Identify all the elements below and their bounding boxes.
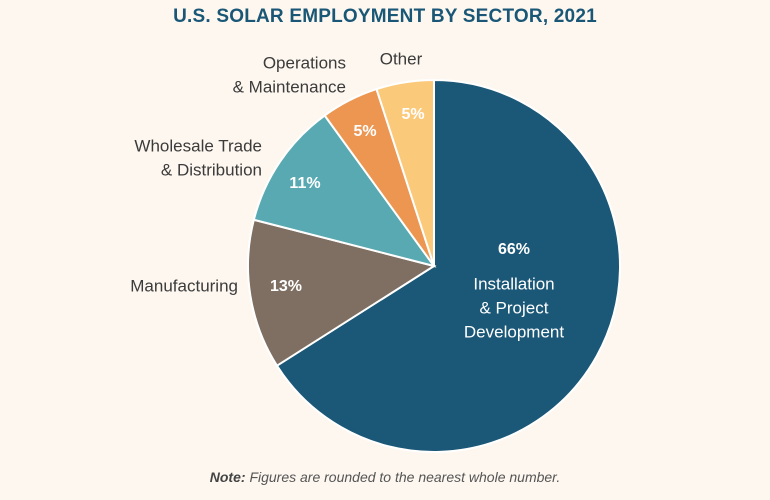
pie-slices <box>247 78 621 453</box>
category-label-installation-project-development-line-2: & Project <box>480 298 549 317</box>
chart-title: U.S. SOLAR EMPLOYMENT BY SECTOR, 2021 <box>173 6 597 27</box>
note-label: Note: <box>209 469 246 485</box>
pie-slice-installation-project-development <box>275 78 621 453</box>
category-label-wholesale-trade-distribution-line-2: & Distribution <box>161 160 262 179</box>
footnote: Note: Figures are rounded to the nearest… <box>0 469 770 485</box>
category-label-other-line-1: Other <box>380 49 423 68</box>
category-label-wholesale-trade-distribution-line-1: Wholesale Trade <box>134 136 262 155</box>
pie-slice-manufacturing <box>247 218 437 368</box>
pct-label-operations-maintenance: 5% <box>353 123 376 140</box>
category-label-installation-project-development-line-1: Installation <box>473 274 554 293</box>
category-label-operations-maintenance-line-1: Operations <box>263 53 346 72</box>
pct-label-wholesale-trade-distribution: 11% <box>289 175 320 192</box>
pct-label-installation-project-development: 66% <box>498 241 530 258</box>
pie-slice-other <box>375 78 435 267</box>
note-text: Figures are rounded to the nearest whole… <box>249 469 561 485</box>
pie-slice-wholesale-trade-distribution <box>252 114 437 268</box>
category-label-operations-maintenance-line-2: & Maintenance <box>233 77 346 96</box>
pie-labels: 66% Installation & Project Development 13% Ma… <box>130 49 564 341</box>
pct-label-manufacturing: 13% <box>270 278 302 295</box>
pct-label-other: 5% <box>401 106 424 123</box>
category-label-installation-project-development-line-3: Development <box>464 322 564 341</box>
category-label-manufacturing-line-1: Manufacturing <box>130 276 238 295</box>
